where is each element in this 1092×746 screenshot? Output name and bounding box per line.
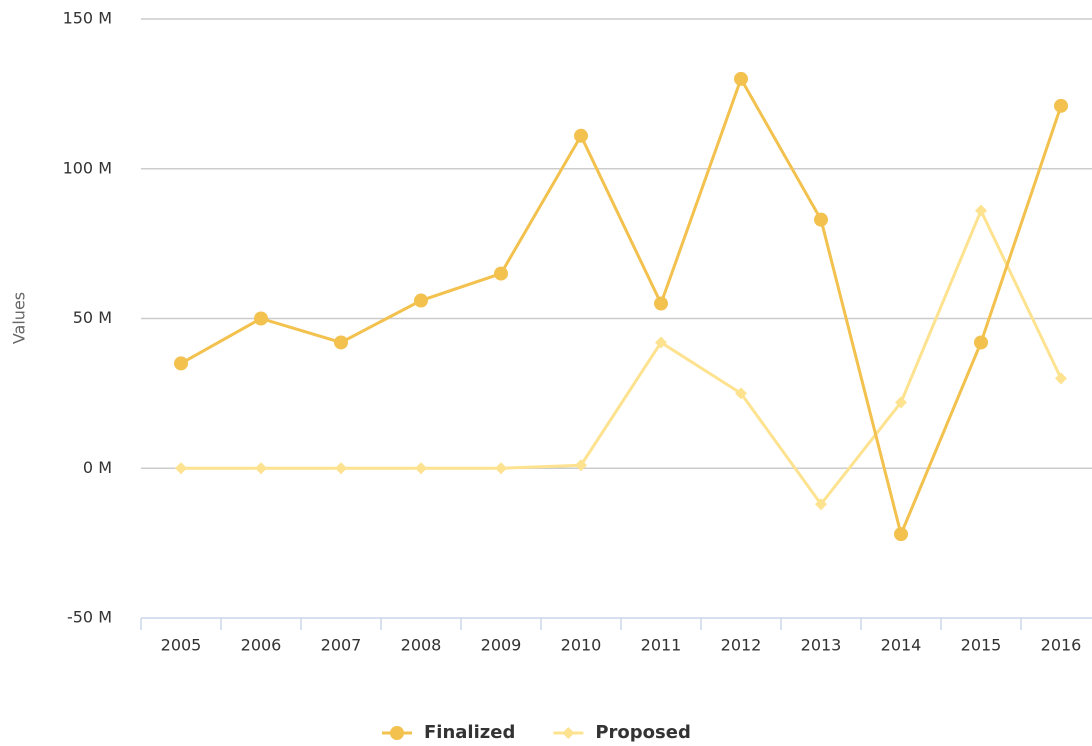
x-tick-label: 2016: [1041, 636, 1082, 655]
point: [494, 266, 508, 281]
point: [334, 335, 348, 350]
point: [814, 212, 828, 227]
y-axis-title: Values: [10, 292, 29, 344]
point: [974, 335, 988, 350]
point: [1055, 372, 1067, 385]
x-tick-label: 2012: [721, 636, 762, 655]
point: [734, 71, 748, 86]
point: [575, 459, 587, 472]
series-line: [181, 207, 1063, 507]
legend-label: Proposed: [595, 722, 691, 743]
point: [390, 726, 404, 740]
x-tick-label: 2005: [161, 636, 202, 655]
point: [654, 296, 668, 311]
y-tick-label: 50 M: [73, 308, 112, 327]
point: [815, 498, 827, 511]
x-tick-label: 2015: [961, 636, 1002, 655]
point: [1054, 98, 1068, 113]
legend-label: Finalized: [424, 722, 515, 743]
x-tick-label: 2008: [401, 636, 442, 655]
point: [255, 462, 267, 475]
series-line: [180, 75, 1063, 539]
legend-item: Finalized: [382, 722, 515, 743]
x-tick-label: 2014: [881, 636, 922, 655]
point: [254, 311, 268, 326]
point: [174, 356, 188, 371]
point: [414, 293, 428, 308]
point: [415, 462, 427, 475]
point: [335, 462, 347, 475]
y-tick-label: 0 M: [83, 458, 112, 477]
x-tick-label: 2006: [241, 636, 282, 655]
x-tick-label: 2011: [641, 636, 682, 655]
point: [975, 204, 987, 217]
point: [894, 527, 908, 542]
point: [655, 336, 667, 349]
point: [175, 462, 187, 475]
x-tick-label: 2010: [561, 636, 602, 655]
x-tick-label: 2009: [481, 636, 522, 655]
point: [895, 396, 907, 409]
point: [495, 462, 507, 475]
legend-item: Proposed: [553, 722, 691, 743]
y-tick-label: 150 M: [63, 9, 112, 28]
point: [562, 727, 575, 739]
point: [574, 128, 588, 143]
x-tick-label: 2013: [801, 636, 842, 655]
x-tick-label: 2007: [321, 636, 362, 655]
y-tick-label: 100 M: [63, 158, 112, 177]
point: [735, 387, 747, 400]
y-tick-label: -50 M: [67, 608, 112, 627]
